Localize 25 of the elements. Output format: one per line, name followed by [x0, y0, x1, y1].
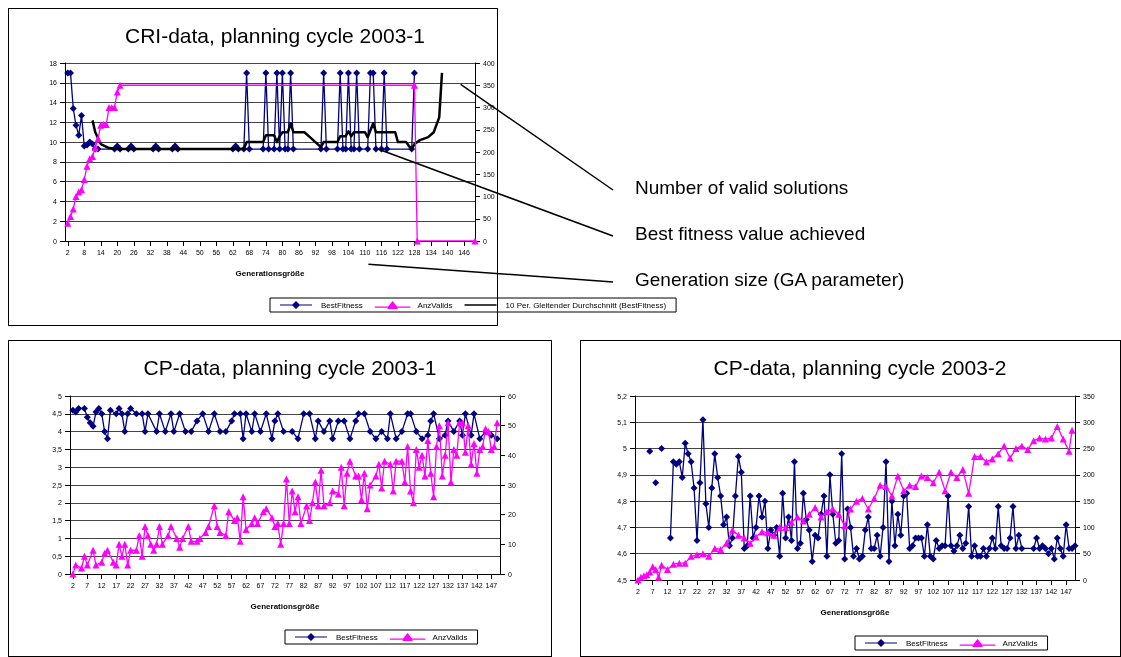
point	[413, 237, 421, 245]
legend-label: BestFitness	[321, 300, 363, 310]
point	[67, 213, 74, 221]
legend-label: AnzValids	[417, 300, 453, 310]
point	[116, 81, 124, 89]
point	[64, 219, 72, 227]
legend-label: 10 Per. Gleitender Durchschnitt (BestFitness)	[505, 300, 667, 310]
legend-label: BestFitness	[336, 632, 378, 642]
point	[94, 135, 102, 143]
point	[410, 81, 418, 89]
legend-label: AnzValids	[432, 632, 468, 642]
point	[83, 162, 91, 170]
text: Generation size (GA parameter)	[635, 269, 905, 290]
x-axis-title: Generationsgröße	[820, 607, 890, 617]
line-series	[91, 71, 444, 151]
legend-label: BestFitness	[906, 638, 948, 648]
text: Number of valid solutions	[635, 177, 849, 198]
chart-title: CRI-data, planning cycle 2003-1	[124, 24, 426, 47]
legend-label: AnzValids	[1002, 638, 1038, 648]
x-axis-title: Generationsgröße	[250, 601, 320, 611]
point	[78, 186, 86, 194]
x-axis-title: Generationsgröße	[235, 268, 305, 278]
text: Best fitness value achieved	[635, 223, 866, 244]
chart-title: CP-data, planning cycle 2003-1	[143, 356, 437, 379]
chart-title: CP-data, planning cycle 2003-2	[713, 356, 1007, 379]
